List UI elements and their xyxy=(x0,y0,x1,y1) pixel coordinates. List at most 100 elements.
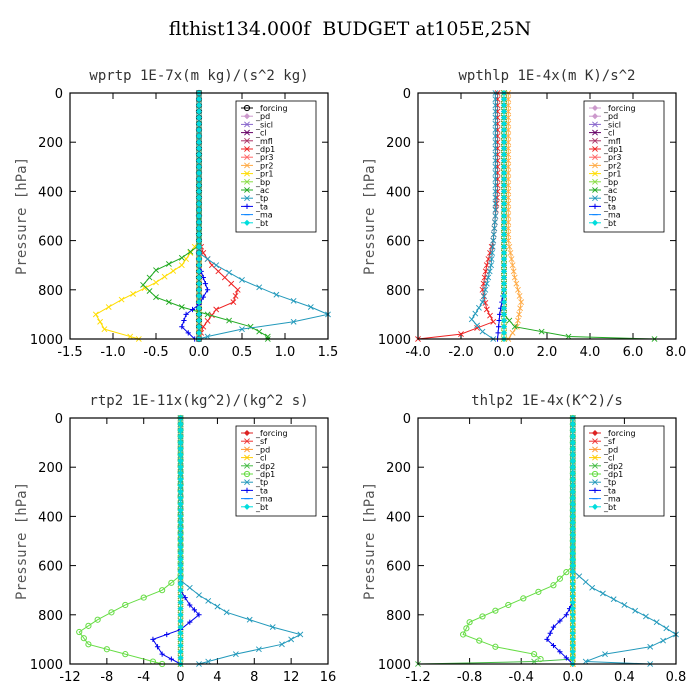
series-marker-bt xyxy=(569,494,576,501)
series-marker-bt xyxy=(569,537,576,545)
series-marker-bt xyxy=(195,311,203,318)
legend-entry: _ta xyxy=(255,202,268,211)
series-marker-dp1 xyxy=(487,312,493,319)
legend-swatch-marker xyxy=(243,113,251,120)
series-marker-dp1 xyxy=(85,622,92,629)
series-line-dp1 xyxy=(462,418,574,660)
series-marker-ta xyxy=(547,630,553,636)
x-tick-label: 16 xyxy=(320,670,337,685)
legend-swatch-marker xyxy=(244,129,250,136)
series-marker-tp xyxy=(485,274,492,281)
legend-entry: _forcing xyxy=(603,104,636,113)
legend: _forcing_pd_sicl_cl_mfl_dp1_pr3_pr2_pr1_… xyxy=(235,100,317,233)
y-tick-label: 400 xyxy=(38,510,63,525)
series-marker-bt xyxy=(177,648,184,655)
legend-swatch-marker xyxy=(592,154,598,161)
legend-entry: _pd xyxy=(603,112,618,121)
series-marker-bt xyxy=(195,249,203,256)
series-marker-bt xyxy=(177,458,184,465)
x-tick-label: 8.0 xyxy=(666,345,687,360)
series-marker-ac xyxy=(204,311,211,318)
x-tick-label: -2.0 xyxy=(448,345,473,360)
legend-entry: _sf xyxy=(603,437,615,446)
y-tick-label: 0 xyxy=(403,87,411,102)
plot-frame xyxy=(69,92,329,340)
series-marker-bt xyxy=(177,519,184,526)
series-marker-bt xyxy=(500,299,508,306)
series-marker-bt xyxy=(569,513,576,520)
series-marker-tp xyxy=(204,333,211,340)
series-marker-pr2 xyxy=(516,311,522,318)
y-axis-label: Pressure [hPa] xyxy=(14,157,30,275)
series-marker-bt xyxy=(569,421,576,428)
series-marker-bt xyxy=(177,574,184,581)
legend-swatch-marker xyxy=(244,487,250,493)
plot-frame xyxy=(417,92,677,340)
series-marker-bt xyxy=(195,188,203,195)
x-tick-label: 12 xyxy=(283,670,300,685)
y-tick-label: 200 xyxy=(38,461,63,476)
series-marker-bt xyxy=(569,482,576,489)
y-tick-label: 800 xyxy=(38,609,63,624)
series-line-pr1 xyxy=(95,93,200,340)
series-marker-ac xyxy=(146,274,153,281)
x-tick-label: -0.4 xyxy=(509,670,534,685)
series-marker-bt xyxy=(195,108,203,115)
series-marker-tp xyxy=(186,584,193,591)
series-marker-bt xyxy=(569,581,576,588)
series-marker-bt xyxy=(195,200,203,207)
series-marker-bt xyxy=(569,630,576,637)
series-marker-ta xyxy=(496,317,502,324)
x-tick-label: 1.0 xyxy=(275,345,296,360)
series-marker-pr2 xyxy=(505,182,512,189)
x-tick-label: 6.0 xyxy=(623,345,644,360)
series-marker-pr2 xyxy=(513,280,520,287)
series-marker-dp1 xyxy=(466,619,473,626)
legend-entry: _cl xyxy=(255,454,267,463)
legend-entry: _ta xyxy=(603,486,616,495)
series-marker-bt xyxy=(500,151,508,158)
legend-swatch-marker xyxy=(244,438,250,445)
series-marker-tp xyxy=(213,262,220,269)
legend-entry: _bp xyxy=(603,178,618,187)
series-marker-pr1 xyxy=(97,318,104,325)
series-marker-pr2 xyxy=(509,329,516,336)
series-marker-bt xyxy=(177,556,184,563)
series-line-ta xyxy=(152,418,200,665)
series-marker-bt xyxy=(569,617,576,624)
legend-entry: _forcing xyxy=(255,429,288,438)
series-marker-pr2 xyxy=(505,151,512,158)
series-marker-ta xyxy=(164,631,170,638)
series-marker-ta xyxy=(183,311,189,317)
series-marker-ta xyxy=(154,644,161,650)
series-marker-pr2 xyxy=(509,262,516,269)
series-marker-tp xyxy=(492,114,499,121)
series-marker-bt xyxy=(569,458,576,465)
series-marker-bt xyxy=(500,108,508,115)
series-marker-pr1 xyxy=(92,311,99,318)
series-marker-ta xyxy=(196,612,202,618)
series-marker-tp xyxy=(205,597,212,604)
series-marker-tp xyxy=(479,299,486,306)
series-marker-pr2 xyxy=(505,194,512,201)
series-marker-ta xyxy=(496,324,502,330)
series-marker-tp xyxy=(481,293,487,299)
series-marker-bt xyxy=(177,439,184,446)
series-marker-pr2 xyxy=(505,188,512,195)
series-marker-bt xyxy=(177,501,184,508)
series-marker-ac xyxy=(226,317,233,324)
series-marker-bt xyxy=(569,501,576,508)
series-marker-bt xyxy=(177,581,184,588)
plot-frame xyxy=(417,417,677,665)
legend-entry: _bt xyxy=(255,219,268,228)
series-marker-bt xyxy=(177,636,184,643)
series-marker-ta xyxy=(205,287,211,293)
series-marker-bt xyxy=(177,427,184,434)
legend-entry: _bt xyxy=(255,503,268,512)
series-marker-bt xyxy=(177,587,184,594)
series-marker-tp xyxy=(492,96,499,103)
series-marker-tp xyxy=(642,613,649,620)
legend-swatch-marker xyxy=(244,162,250,169)
series-marker-dp1 xyxy=(232,293,239,299)
legend-swatch-marker xyxy=(244,454,250,461)
